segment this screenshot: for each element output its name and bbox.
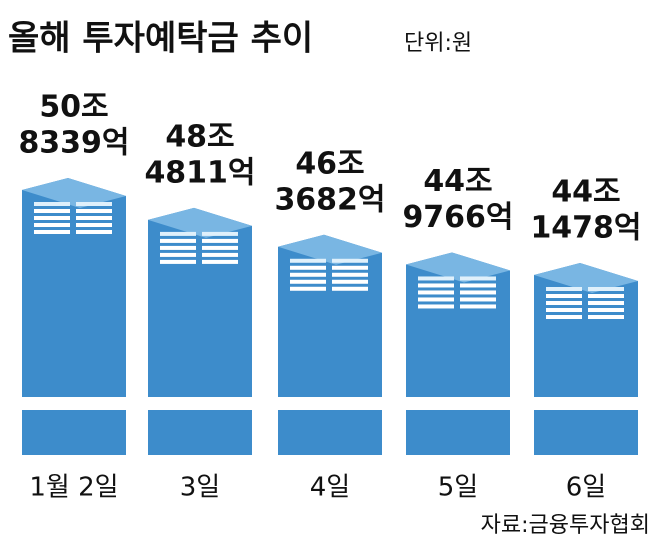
bar-top bbox=[148, 207, 252, 238]
money-stack bbox=[546, 287, 582, 291]
money-stack bbox=[202, 231, 238, 236]
bar-top bbox=[278, 234, 382, 265]
money-stack bbox=[332, 272, 368, 277]
x-tick-label: 4일 bbox=[310, 473, 350, 503]
bar-top bbox=[22, 178, 126, 208]
money-stack bbox=[290, 279, 326, 284]
chart-title: 올해 투자예탁금 추이 bbox=[8, 19, 313, 59]
value-label: 48조 bbox=[165, 119, 234, 154]
money-stack bbox=[418, 297, 454, 302]
bar-top bbox=[406, 252, 510, 283]
money-stack bbox=[76, 230, 112, 234]
bar bbox=[148, 207, 252, 455]
money-stack bbox=[76, 216, 112, 220]
x-tick-label: 5일 bbox=[438, 473, 478, 503]
money-stack bbox=[160, 231, 196, 236]
x-tick-label: 3일 bbox=[180, 473, 220, 503]
value-label: 50조 bbox=[39, 90, 108, 125]
money-stack bbox=[290, 258, 326, 263]
x-tick-label: 1월 2일 bbox=[29, 473, 118, 503]
value-label: 44조 bbox=[423, 164, 492, 199]
money-stack bbox=[34, 209, 70, 213]
money-stack bbox=[332, 279, 368, 284]
money-stack bbox=[588, 315, 624, 319]
money-stack bbox=[418, 304, 454, 309]
money-stack bbox=[34, 230, 70, 234]
money-stack bbox=[290, 286, 326, 291]
money-stack bbox=[460, 283, 496, 288]
money-stack bbox=[588, 308, 624, 312]
axis-break bbox=[0, 397, 658, 410]
money-stack bbox=[76, 202, 112, 206]
money-stack bbox=[160, 259, 196, 264]
money-stack bbox=[332, 265, 368, 270]
bar-top bbox=[534, 263, 638, 293]
unit-label: 단위:원 bbox=[404, 31, 472, 56]
money-stack bbox=[460, 276, 496, 281]
x-tick-label: 6일 bbox=[566, 473, 606, 503]
money-stack bbox=[588, 294, 624, 298]
money-stack bbox=[76, 209, 112, 213]
money-stack bbox=[202, 245, 238, 250]
money-stack bbox=[76, 223, 112, 227]
bar bbox=[534, 263, 638, 455]
money-stack bbox=[160, 252, 196, 257]
money-stack bbox=[290, 272, 326, 277]
money-stack bbox=[546, 308, 582, 312]
money-stack bbox=[202, 238, 238, 243]
bar bbox=[22, 178, 126, 455]
money-stack bbox=[588, 287, 624, 291]
money-stack bbox=[160, 238, 196, 243]
money-stack bbox=[160, 245, 196, 250]
money-stack bbox=[332, 286, 368, 291]
value-label: 3682억 bbox=[274, 182, 385, 217]
money-stack bbox=[34, 202, 70, 206]
money-stack bbox=[546, 301, 582, 305]
value-label: 4811억 bbox=[144, 155, 255, 190]
money-stack bbox=[202, 252, 238, 257]
money-stack bbox=[546, 315, 582, 319]
money-stack bbox=[460, 290, 496, 295]
source: 자료:금융투자협회 bbox=[481, 513, 650, 538]
value-label: 46조 bbox=[295, 146, 364, 181]
money-stack bbox=[332, 258, 368, 263]
money-stack bbox=[34, 216, 70, 220]
money-stack bbox=[460, 297, 496, 302]
money-stack bbox=[460, 304, 496, 309]
money-stack bbox=[546, 294, 582, 298]
value-label: 9766억 bbox=[402, 200, 513, 235]
money-stack bbox=[290, 265, 326, 270]
money-stack bbox=[588, 301, 624, 305]
money-stack bbox=[418, 276, 454, 281]
value-label: 8339억 bbox=[18, 126, 129, 161]
value-label: 44조 bbox=[551, 175, 620, 210]
money-stack bbox=[34, 223, 70, 227]
bar bbox=[406, 252, 510, 455]
money-stack bbox=[418, 290, 454, 295]
value-label: 1478억 bbox=[530, 211, 641, 246]
money-stack bbox=[418, 283, 454, 288]
money-stack bbox=[202, 259, 238, 264]
